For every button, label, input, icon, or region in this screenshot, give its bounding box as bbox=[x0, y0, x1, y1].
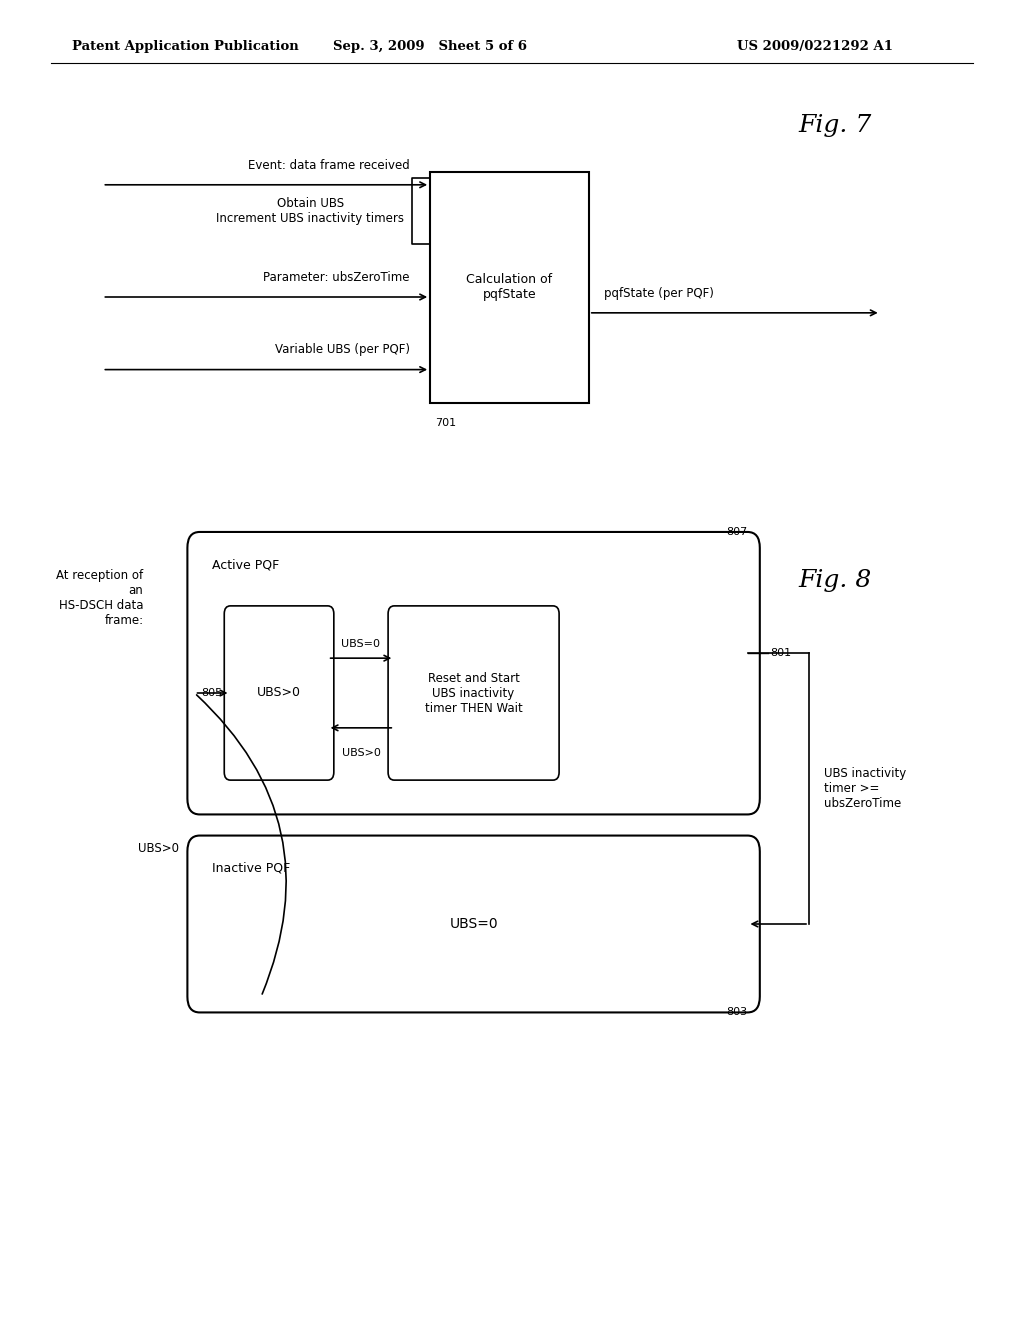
Text: 803: 803 bbox=[726, 1007, 748, 1018]
Text: Parameter: ubsZeroTime: Parameter: ubsZeroTime bbox=[263, 271, 410, 284]
Text: 807: 807 bbox=[726, 527, 748, 537]
Text: 701: 701 bbox=[435, 418, 457, 429]
Text: UBS>0: UBS>0 bbox=[342, 747, 380, 758]
Text: Sep. 3, 2009   Sheet 5 of 6: Sep. 3, 2009 Sheet 5 of 6 bbox=[333, 40, 527, 53]
Text: pqfState (per PQF): pqfState (per PQF) bbox=[604, 286, 714, 300]
Text: UBS>0: UBS>0 bbox=[257, 686, 301, 700]
Text: Active PQF: Active PQF bbox=[212, 558, 280, 572]
Text: Inactive PQF: Inactive PQF bbox=[212, 862, 290, 875]
Text: Variable UBS (per PQF): Variable UBS (per PQF) bbox=[274, 343, 410, 356]
Text: Fig. 8: Fig. 8 bbox=[799, 569, 872, 593]
Text: Event: data frame received: Event: data frame received bbox=[248, 158, 410, 172]
Text: UBS=0: UBS=0 bbox=[450, 917, 498, 931]
Text: 805: 805 bbox=[202, 688, 223, 698]
Text: 801: 801 bbox=[770, 648, 792, 659]
Text: Calculation of
pqfState: Calculation of pqfState bbox=[466, 273, 553, 301]
FancyBboxPatch shape bbox=[187, 532, 760, 814]
FancyBboxPatch shape bbox=[224, 606, 334, 780]
Bar bbox=[430, 172, 589, 403]
Text: Reset and Start
UBS inactivity
timer THEN Wait: Reset and Start UBS inactivity timer THE… bbox=[425, 672, 522, 714]
FancyBboxPatch shape bbox=[388, 606, 559, 780]
Text: Fig. 7: Fig. 7 bbox=[799, 114, 872, 137]
Text: UBS=0: UBS=0 bbox=[341, 639, 381, 649]
Text: Obtain UBS
Increment UBS inactivity timers: Obtain UBS Increment UBS inactivity time… bbox=[216, 197, 404, 226]
Text: UBS>0: UBS>0 bbox=[138, 842, 179, 854]
Text: At reception of
an
HS-DSCH data
frame:: At reception of an HS-DSCH data frame: bbox=[56, 569, 143, 627]
Text: UBS inactivity
timer >=
ubsZeroTime: UBS inactivity timer >= ubsZeroTime bbox=[824, 767, 906, 810]
FancyBboxPatch shape bbox=[187, 836, 760, 1012]
Text: US 2009/0221292 A1: US 2009/0221292 A1 bbox=[737, 40, 893, 53]
Text: Patent Application Publication: Patent Application Publication bbox=[72, 40, 298, 53]
